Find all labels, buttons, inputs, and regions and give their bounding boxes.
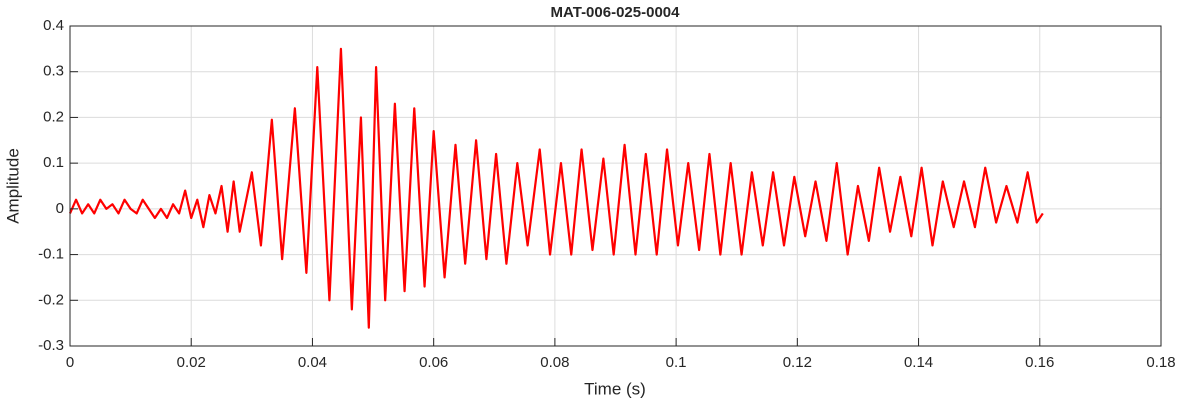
- x-axis-label: Time (s): [584, 379, 646, 398]
- signal-line: [68, 47, 1044, 329]
- x-tick-label: 0.16: [1025, 354, 1054, 371]
- x-tick-label: 0.04: [298, 354, 327, 371]
- y-tick-label: 0: [56, 200, 64, 217]
- y-tick-label: 0.4: [43, 17, 64, 34]
- x-tick-label: 0: [66, 354, 74, 371]
- x-tick-label: 0.06: [419, 354, 448, 371]
- plot: [68, 47, 1044, 329]
- x-tick-label: 0.18: [1146, 354, 1175, 371]
- axes-box: [69, 25, 1162, 347]
- x-tick-label: 0.02: [177, 354, 206, 371]
- y-axis-label: Amplitude: [3, 148, 22, 224]
- x-tick-label: 0.1: [666, 354, 687, 371]
- y-tick-label: -0.3: [38, 337, 64, 354]
- y-tick-label: -0.1: [38, 246, 64, 263]
- y-tick-label: 0.2: [43, 108, 64, 125]
- x-tick-label: 0.08: [540, 354, 569, 371]
- y-tick-label: -0.2: [38, 291, 64, 308]
- y-tick-label: 0.3: [43, 63, 64, 80]
- chart-title: MAT-006-025-0004: [551, 4, 681, 21]
- x-tick-label: 0.12: [783, 354, 812, 371]
- x-tick-label: 0.14: [904, 354, 933, 371]
- y-tick-label: 0.1: [43, 154, 64, 171]
